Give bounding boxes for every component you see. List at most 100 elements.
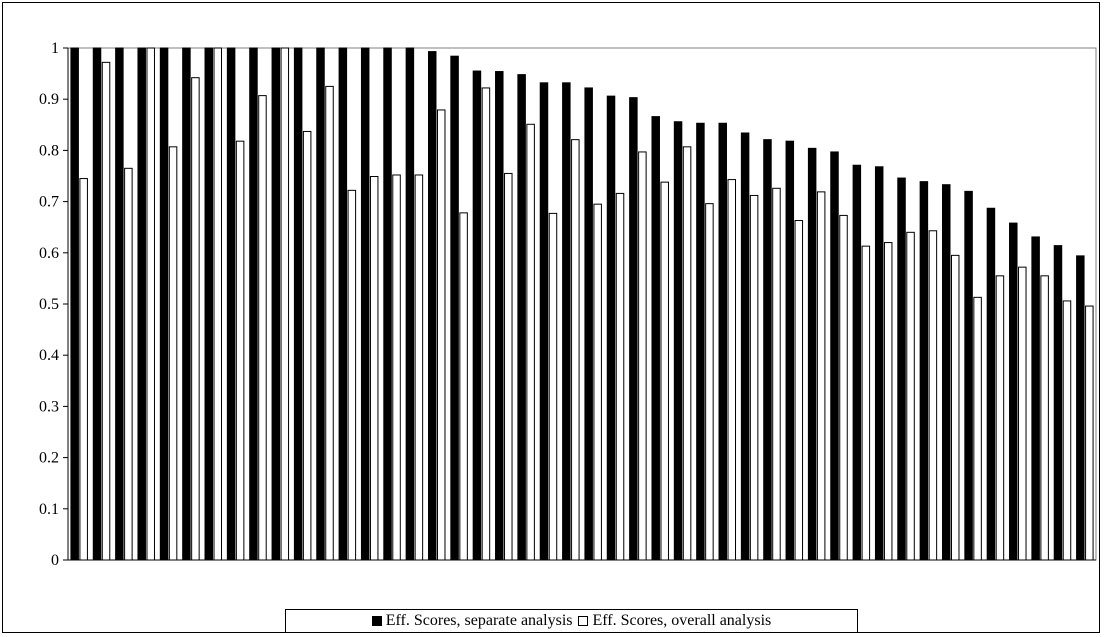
bar-separate-analysis [226,47,236,561]
bar-separate-analysis [763,139,772,561]
bar-separate-analysis [673,121,683,561]
bar-separate-analysis [874,166,884,561]
bar-separate-analysis [70,47,79,561]
bar-separate-analysis [271,47,281,561]
bar-separate-analysis [584,87,593,561]
bar-overall-analysis [213,47,223,561]
bar-overall-analysis [839,214,848,561]
bar-overall-analysis [235,140,245,561]
legend-label-separate: Eff. Scores, separate analysis [385,612,573,629]
bar-overall-analysis [191,77,200,561]
y-tick-label: 0.9 [39,91,59,108]
bar-overall-analysis [794,220,804,561]
bar-overall-analysis [928,230,938,561]
bar-overall-analysis [101,61,111,561]
bar-separate-analysis [919,181,929,561]
bar-overall-analysis [392,174,401,561]
y-tick-label: 0.6 [39,245,59,262]
bar-separate-analysis [651,116,660,561]
bar-separate-analysis [1031,236,1040,561]
bar-separate-analysis [182,47,191,561]
bar-separate-analysis [405,47,415,561]
bar-overall-analysis [1018,266,1027,561]
bar-separate-analysis [964,190,973,561]
bar-separate-analysis [807,147,817,561]
bar-separate-analysis [338,47,348,561]
bar-overall-analysis [124,167,133,561]
bar-separate-analysis [204,47,214,561]
bar-separate-analysis [316,47,325,561]
bar-separate-analysis [785,140,795,561]
bar-separate-analysis [450,55,459,561]
bars-group [70,47,1094,561]
bar-separate-analysis [1076,255,1085,561]
bar-separate-analysis [562,82,571,561]
legend-swatch-overall [578,616,589,626]
legend-item-overall: Eff. Scores, overall analysis [578,612,771,630]
bar-overall-analysis [638,151,647,561]
bar-separate-analysis [629,97,638,561]
y-tick-label: 1 [51,40,59,57]
bar-separate-analysis [360,47,370,561]
bar-overall-analysis [682,146,692,561]
bar-separate-analysis [472,70,482,561]
bar-overall-analysis [280,47,290,561]
bar-overall-analysis [995,275,1005,561]
bar-overall-analysis [1062,300,1072,561]
plot-background [67,47,1097,561]
y-tick-label: 0.2 [39,450,59,467]
bar-separate-analysis [1009,222,1018,561]
bar-overall-analysis [861,245,871,561]
bar-separate-analysis [293,47,303,561]
legend-swatch-separate [371,616,382,626]
legend-label-overall: Eff. Scores, overall analysis [592,612,772,629]
bar-overall-analysis [615,192,625,561]
bar-separate-analysis [897,177,906,561]
bar-overall-analysis [526,123,535,561]
bar-overall-analysis [436,109,446,561]
bar-overall-analysis [705,203,714,561]
bar-overall-analysis [504,172,513,561]
bar-separate-analysis [941,184,951,561]
bar-separate-analysis [718,122,728,561]
bar-overall-analysis [548,212,558,561]
y-tick-label: 0.7 [39,194,59,211]
bar-overall-analysis [168,146,178,561]
bar-overall-analysis [816,191,826,561]
bar-separate-analysis [383,47,392,561]
bar-overall-analysis [593,203,602,561]
bar-overall-analysis [258,95,267,561]
bar-separate-analysis [986,207,996,561]
y-tick-label: 0.1 [39,501,59,518]
bar-overall-analysis [481,87,491,561]
bar-overall-analysis [973,296,982,561]
bar-separate-analysis [249,47,258,561]
y-tick-label: 0.3 [39,398,59,415]
bar-separate-analysis [606,95,616,561]
y-tick-label: 0.4 [39,347,59,364]
bar-separate-analysis [1053,245,1063,561]
legend-item-separate: Eff. Scores, separate analysis [371,612,573,630]
y-tick-label: 0.8 [39,142,59,159]
bar-overall-analysis [302,130,312,561]
bar-separate-analysis [539,82,549,561]
bar-overall-analysis [1040,275,1049,561]
bar-separate-analysis [159,47,169,561]
bar-overall-analysis [459,212,468,561]
bar-overall-analysis [883,242,893,561]
legend: Eff. Scores, separate analysis Eff. Scor… [285,609,858,633]
bar-separate-analysis [696,122,705,561]
bar-separate-analysis [137,47,146,561]
bar-overall-analysis [325,85,334,561]
bar-overall-analysis [146,47,155,561]
bar-overall-analysis [772,187,781,561]
bar-separate-analysis [427,51,437,561]
bar-overall-analysis [1085,305,1094,561]
bar-separate-analysis [517,74,526,561]
bar-overall-analysis [79,178,88,561]
bar-overall-analysis [414,174,424,561]
bar-overall-analysis [347,189,357,561]
bar-overall-analysis [950,254,960,561]
bar-overall-analysis [727,179,737,561]
